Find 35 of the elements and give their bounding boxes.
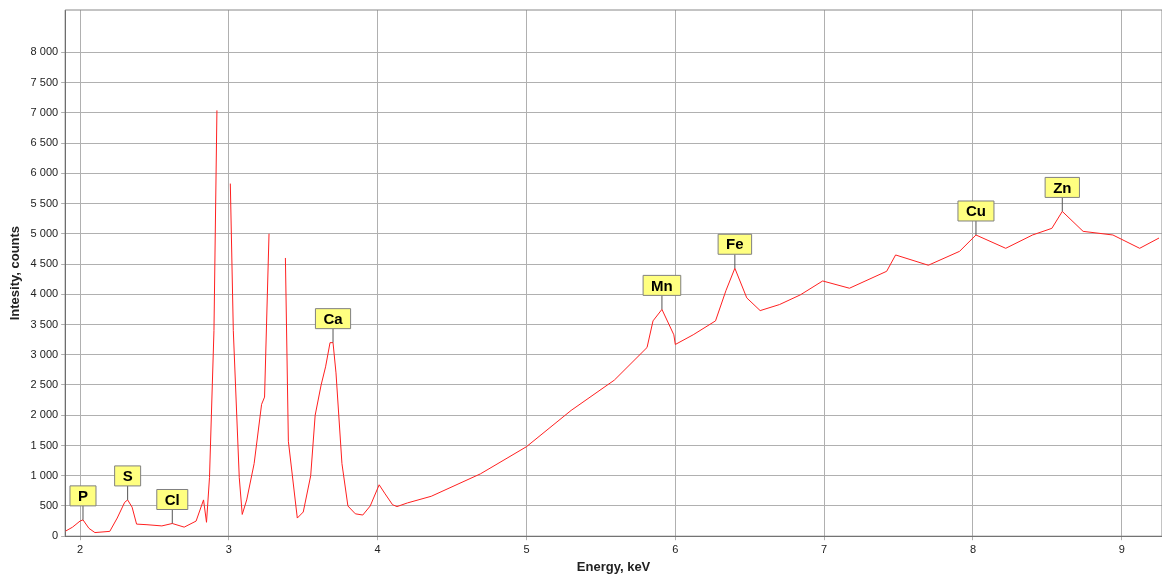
- x-tick-label: 5: [523, 542, 530, 555]
- annotation: Cu: [965, 202, 986, 220]
- x-tick-label: 3: [225, 542, 232, 555]
- y-tick-label: 0: [52, 529, 59, 542]
- x-tick-label: 4: [374, 542, 381, 555]
- y-tick-label: 2 500: [30, 378, 59, 391]
- y-tick-label: 1 000: [30, 468, 59, 481]
- y-tick-label: 6 000: [30, 166, 59, 179]
- annotation: S: [122, 467, 133, 485]
- y-axis-title: Intesity, counts: [7, 225, 23, 321]
- annotation: Mn: [651, 276, 673, 294]
- y-tick-label: 2 000: [30, 408, 59, 421]
- y-tick-label: 500: [39, 498, 59, 511]
- x-tick-label: 9: [1118, 542, 1125, 555]
- y-tick-label: 5 000: [30, 226, 59, 239]
- x-tick-label: 2: [76, 542, 84, 555]
- y-tick-label: 7 000: [30, 105, 59, 118]
- y-tick-label: 6 500: [30, 136, 59, 149]
- x-tick-label: 8: [969, 542, 977, 555]
- y-tick-label: 4 000: [30, 287, 59, 300]
- y-tick-label: 8 000: [30, 45, 59, 58]
- annotation: Zn: [1053, 178, 1072, 196]
- y-tick-label: 1 500: [30, 438, 59, 451]
- x-axis-title: Energy, keV: [576, 558, 651, 574]
- y-tick-label: 4 500: [30, 257, 59, 270]
- annotation: Cl: [164, 490, 180, 508]
- x-tick-label: 6: [672, 542, 679, 555]
- annotation: Fe: [726, 235, 744, 253]
- y-tick-label: 7 500: [30, 75, 59, 88]
- annotation: Ca: [323, 309, 344, 327]
- y-tick-label: 3 000: [30, 347, 59, 360]
- annotation: P: [77, 487, 88, 505]
- y-tick-label: 3 500: [30, 317, 59, 330]
- y-tick-label: 5 500: [30, 196, 59, 209]
- x-tick-label: 7: [821, 542, 828, 555]
